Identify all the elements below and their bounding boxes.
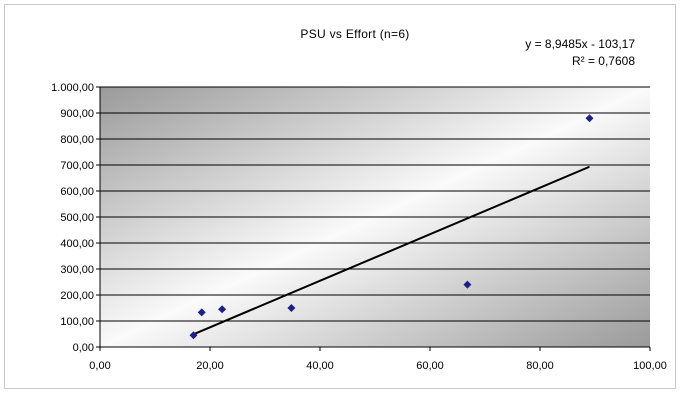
x-tick-label: 60,00 (416, 360, 444, 372)
y-tick-label: 500,00 (60, 212, 94, 224)
x-tick-label: 80,00 (526, 360, 554, 372)
trendline-r-squared: R² = 0,7608 (571, 54, 635, 68)
trendline (193, 165, 590, 336)
y-tick-label: 400,00 (60, 238, 94, 250)
data-point (287, 304, 296, 312)
y-tick-label: 800,00 (60, 134, 94, 146)
data-point (463, 280, 472, 289)
chart-title: PSU vs Effort (n=6) (300, 27, 410, 41)
y-tick-label: 0,00 (73, 342, 94, 354)
data-point (585, 114, 594, 123)
y-tick-label: 900,00 (60, 108, 94, 120)
x-tick-label: 40,00 (306, 360, 334, 372)
trendline-equation: y = 8,9485x - 103,17 (525, 37, 635, 51)
data-point (218, 305, 227, 314)
y-tick-label: 700,00 (60, 160, 94, 172)
x-tick-label: 100,00 (633, 360, 667, 372)
data-point (189, 331, 198, 340)
y-tick-label: 200,00 (60, 290, 94, 302)
trendline-label: y = 8,9485x - 103,17 R² = 0,7608 (525, 36, 635, 70)
y-tick-label: 300,00 (60, 264, 94, 276)
data-point (197, 308, 206, 317)
y-tick-label: 1.000,00 (51, 82, 94, 94)
x-tick-label: 20,00 (196, 360, 224, 372)
y-tick-label: 600,00 (60, 186, 94, 198)
x-tick-label: 0,00 (89, 360, 110, 372)
y-tick-label: 100,00 (60, 316, 94, 328)
